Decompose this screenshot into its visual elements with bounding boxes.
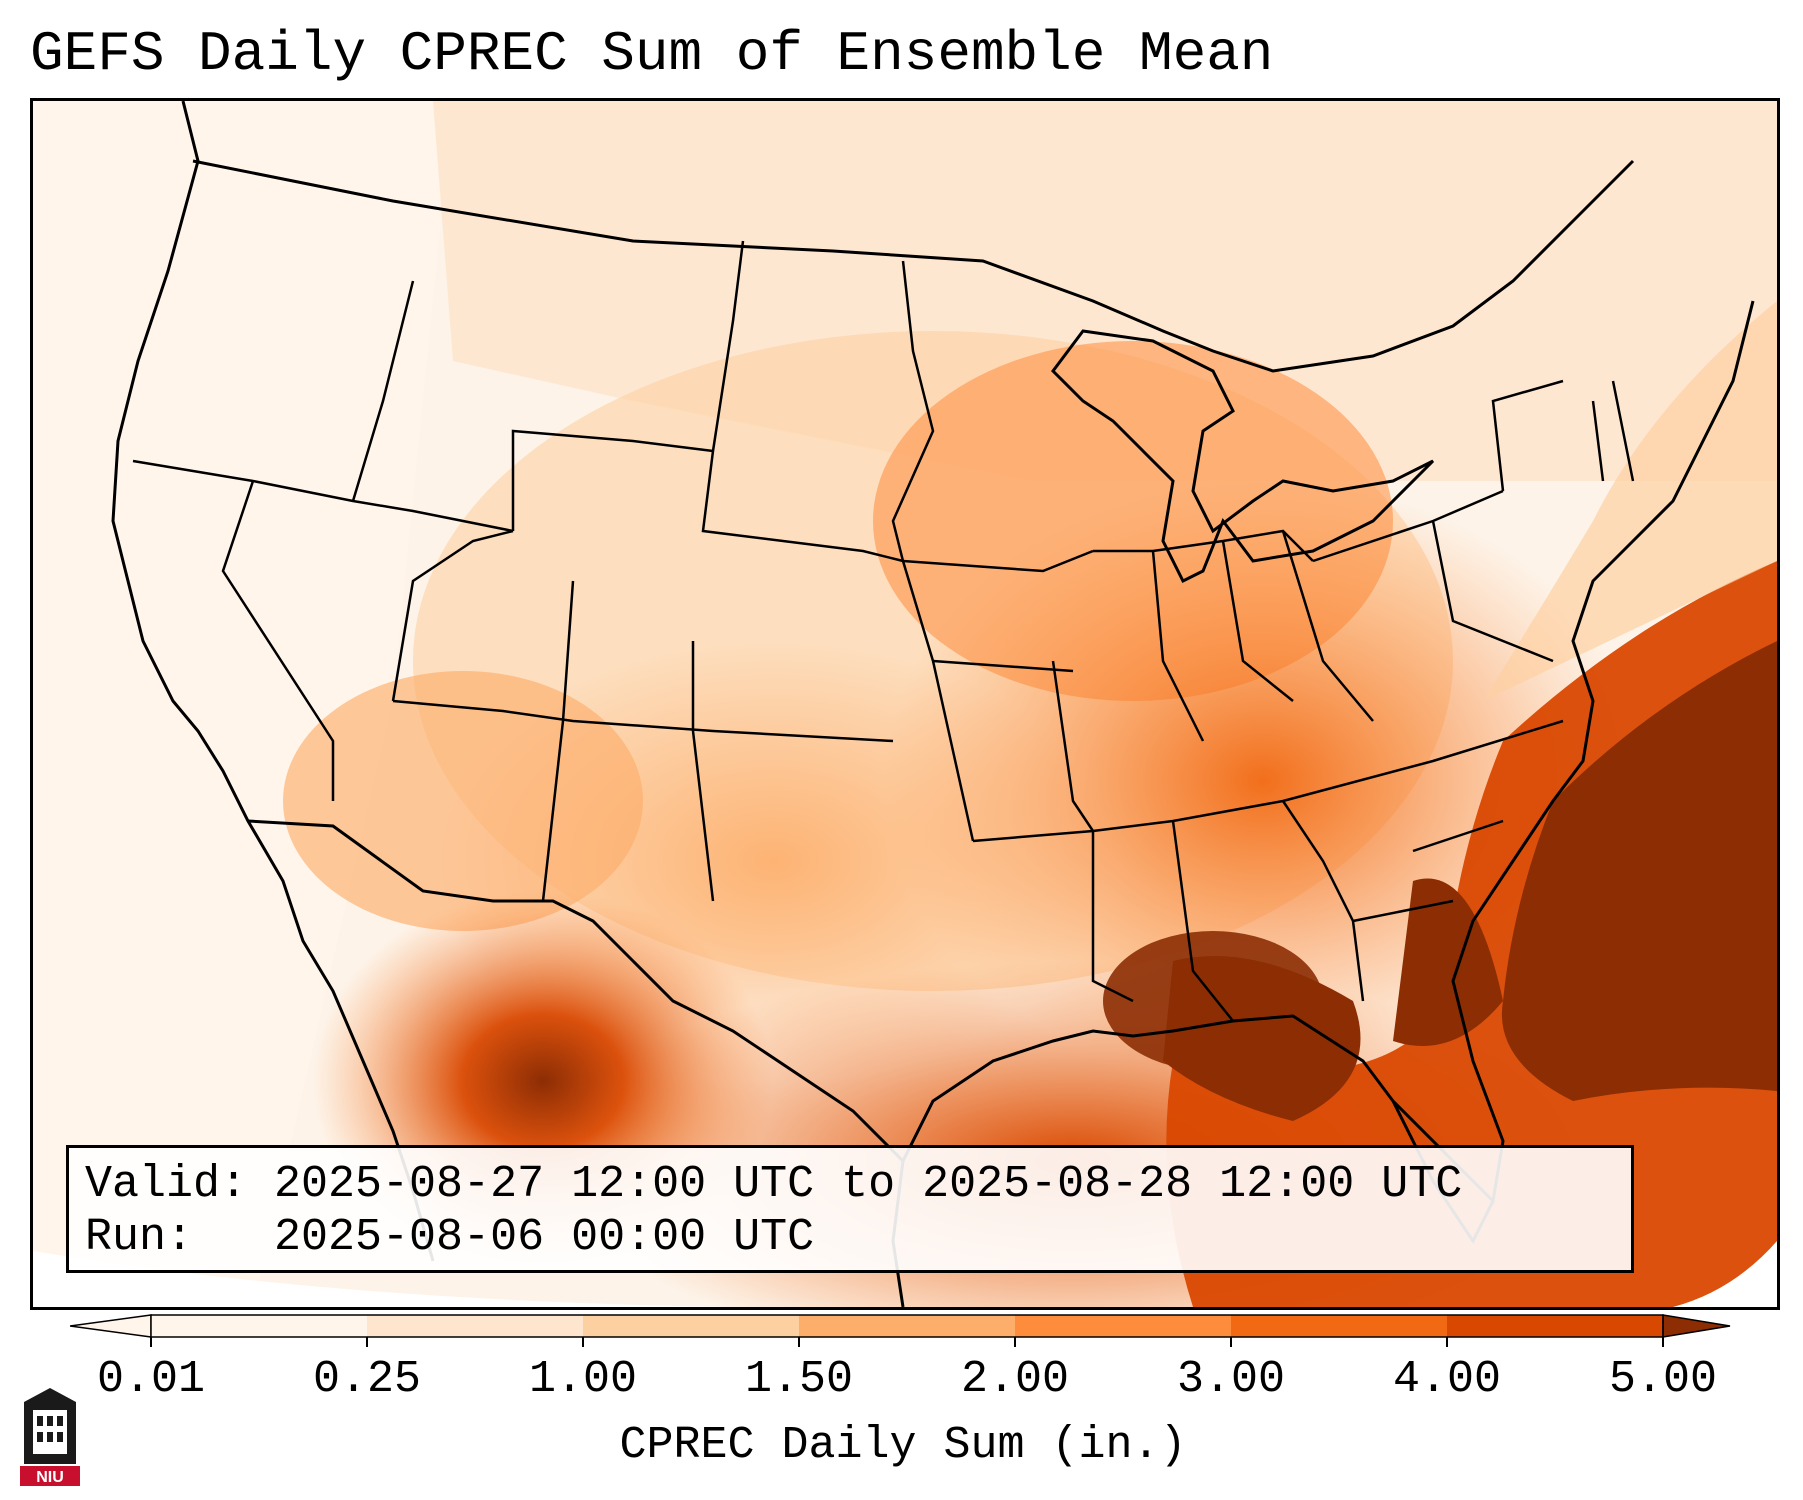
colorbar-tick-label: 1.50 — [744, 1354, 854, 1405]
colorbar-title: CPREC Daily Sum (in.) — [619, 1420, 1187, 1471]
colorbar-extend-min — [70, 1314, 152, 1338]
colorbar-cell — [151, 1315, 367, 1337]
colorbar-tick-label: 3.00 — [1176, 1354, 1286, 1405]
colorbar-cell — [1447, 1315, 1663, 1337]
colorbar-cell — [1231, 1315, 1447, 1337]
run-time-line: Run: 2025-08-06 00:00 UTC — [85, 1212, 815, 1263]
colorbar-extend-max — [1662, 1314, 1731, 1338]
niu-logo-text: NIU — [36, 1469, 64, 1486]
valid-run-info-box: Valid: 2025-08-27 12:00 UTC to 2025-08-2… — [66, 1145, 1634, 1273]
colorbar-cell — [367, 1315, 583, 1337]
west-coastline — [111, 101, 435, 1262]
mexico-border — [247, 819, 905, 1163]
precipitation-map — [33, 101, 1777, 1307]
canada-border — [192, 159, 1635, 373]
colorbar-tick-label: 1.00 — [528, 1354, 638, 1405]
colorbar-ticks — [150, 1337, 1664, 1347]
colorbar-tick-label: 0.01 — [96, 1354, 206, 1405]
colorbar-tick-label: 0.25 — [312, 1354, 422, 1405]
valid-time-line: Valid: 2025-08-27 12:00 UTC to 2025-08-2… — [85, 1159, 1463, 1210]
colorbar-tick-label: 4.00 — [1392, 1354, 1502, 1405]
niu-logo: NIU — [20, 1388, 80, 1486]
colorbar-cells — [70, 1314, 1731, 1338]
colorbar-cell — [583, 1315, 799, 1337]
colorbar-tick-label: 5.00 — [1608, 1354, 1718, 1405]
colorbar-cell — [799, 1315, 1015, 1337]
page-title: GEFS Daily CPREC Sum of Ensemble Mean — [30, 22, 1274, 86]
great-lakes — [1051, 329, 1435, 584]
colorbar-tick-label: 2.00 — [960, 1354, 1070, 1405]
map-panel — [30, 98, 1780, 1310]
colorbar-frame — [150, 1314, 1664, 1338]
state-borders — [132, 240, 1635, 1022]
colorbar-cell — [1015, 1315, 1231, 1337]
colorbar — [70, 1314, 1731, 1347]
